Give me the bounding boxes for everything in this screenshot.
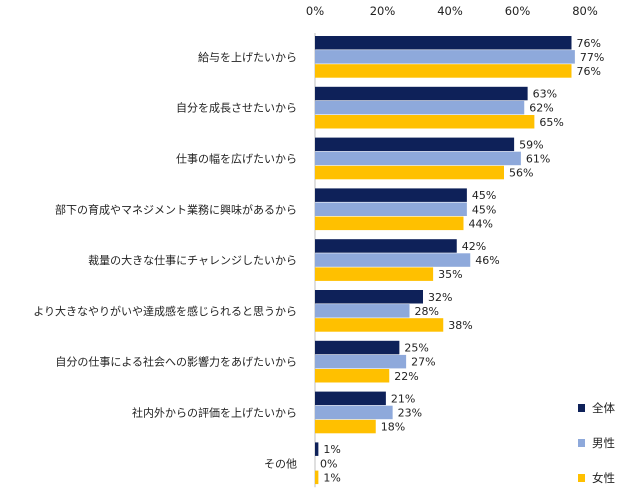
bar-男性	[315, 50, 575, 64]
x-tick-label: 0%	[306, 4, 324, 18]
bar-女性	[315, 419, 376, 434]
category-label: 自分を成長させたいから	[176, 102, 297, 115]
data-label: 45%	[472, 203, 496, 216]
x-tick-label: 40%	[437, 4, 463, 18]
data-label: 0%	[320, 457, 337, 470]
category-label: その他	[264, 457, 297, 470]
bar-女性	[315, 369, 390, 383]
bar-全体	[315, 391, 386, 406]
data-label: 45%	[472, 189, 496, 202]
bar-男性	[315, 253, 471, 267]
bar-全体	[315, 290, 423, 304]
bar-女性	[315, 115, 535, 129]
category-label: 社内外からの評価を上げたいから	[132, 405, 297, 419]
data-label: 21%	[391, 392, 415, 405]
legend-label: 全体	[592, 401, 615, 415]
data-label: 23%	[398, 406, 422, 419]
x-tick-label: 80%	[572, 4, 598, 18]
legend-label: 男性	[592, 436, 615, 450]
data-label: 61%	[526, 152, 550, 165]
bar-全体	[315, 340, 400, 355]
bar-女性	[315, 470, 319, 485]
data-label: 59%	[519, 138, 543, 151]
data-label: 76%	[577, 37, 601, 50]
bar-全体	[315, 239, 457, 253]
data-label: 22%	[394, 370, 418, 383]
data-label: 38%	[448, 319, 472, 332]
data-label: 1%	[323, 471, 340, 484]
data-label: 28%	[415, 305, 439, 318]
category-label: 給与を上げたいから	[198, 50, 297, 64]
data-label: 65%	[539, 116, 563, 129]
category-label: 裁量の大きな仕事にチャレンジしたいから	[88, 253, 297, 267]
data-label: 18%	[381, 421, 405, 434]
legend-label: 女性	[592, 471, 615, 485]
bar-女性	[315, 267, 434, 281]
bar-全体	[315, 188, 467, 202]
bar-女性	[315, 216, 464, 231]
data-label: 42%	[462, 240, 486, 253]
data-label: 32%	[428, 291, 452, 304]
bar-男性	[315, 151, 521, 166]
bar-全体	[315, 86, 528, 101]
bar-男性	[315, 304, 410, 318]
data-label: 63%	[533, 88, 557, 101]
data-label: 27%	[411, 356, 435, 369]
bar-全体	[315, 442, 319, 456]
bar-全体	[315, 137, 515, 152]
bar-男性	[315, 100, 525, 115]
data-label: 1%	[323, 443, 340, 456]
legend-swatch	[578, 404, 585, 412]
data-label: 76%	[577, 65, 601, 78]
legend-swatch	[578, 439, 585, 447]
data-label: 77%	[580, 51, 604, 64]
bar-女性	[315, 165, 504, 180]
data-label: 44%	[469, 217, 493, 230]
category-label: 自分の仕事による社会への影響力をあげたいから	[55, 355, 297, 369]
data-label: 25%	[404, 342, 428, 355]
category-label: より大きなやりがいや達成感を感じられると思うから	[33, 304, 297, 318]
data-label: 35%	[438, 268, 462, 281]
x-tick-label: 20%	[370, 4, 396, 18]
data-label: 62%	[529, 102, 553, 115]
data-label: 46%	[475, 254, 499, 267]
data-label: 56%	[509, 167, 533, 180]
bar-女性	[315, 318, 444, 332]
legend-swatch	[578, 474, 585, 482]
bar-女性	[315, 64, 572, 78]
category-label: 仕事の幅を広げたいから	[176, 152, 297, 165]
category-label: 部下の育成やマネジメント業務に興味があるから	[55, 202, 297, 216]
bar-男性	[315, 354, 407, 369]
bar-全体	[315, 36, 572, 50]
bar-男性	[315, 202, 467, 216]
x-tick-label: 60%	[505, 4, 531, 18]
bar-男性	[315, 405, 393, 420]
